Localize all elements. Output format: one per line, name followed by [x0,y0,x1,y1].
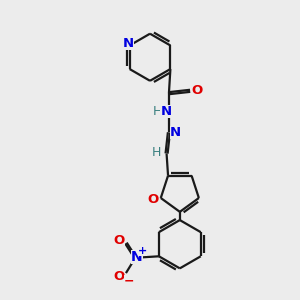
Text: O: O [148,193,159,206]
Text: N: N [160,105,172,118]
Text: N: N [123,38,134,50]
Text: N: N [131,250,142,264]
Text: O: O [191,84,202,97]
Text: H: H [152,146,161,159]
Text: N: N [170,126,181,139]
Text: H: H [152,105,162,118]
Text: −: − [124,275,134,288]
Text: O: O [114,234,125,247]
Text: O: O [114,270,125,283]
Text: +: + [138,246,147,256]
